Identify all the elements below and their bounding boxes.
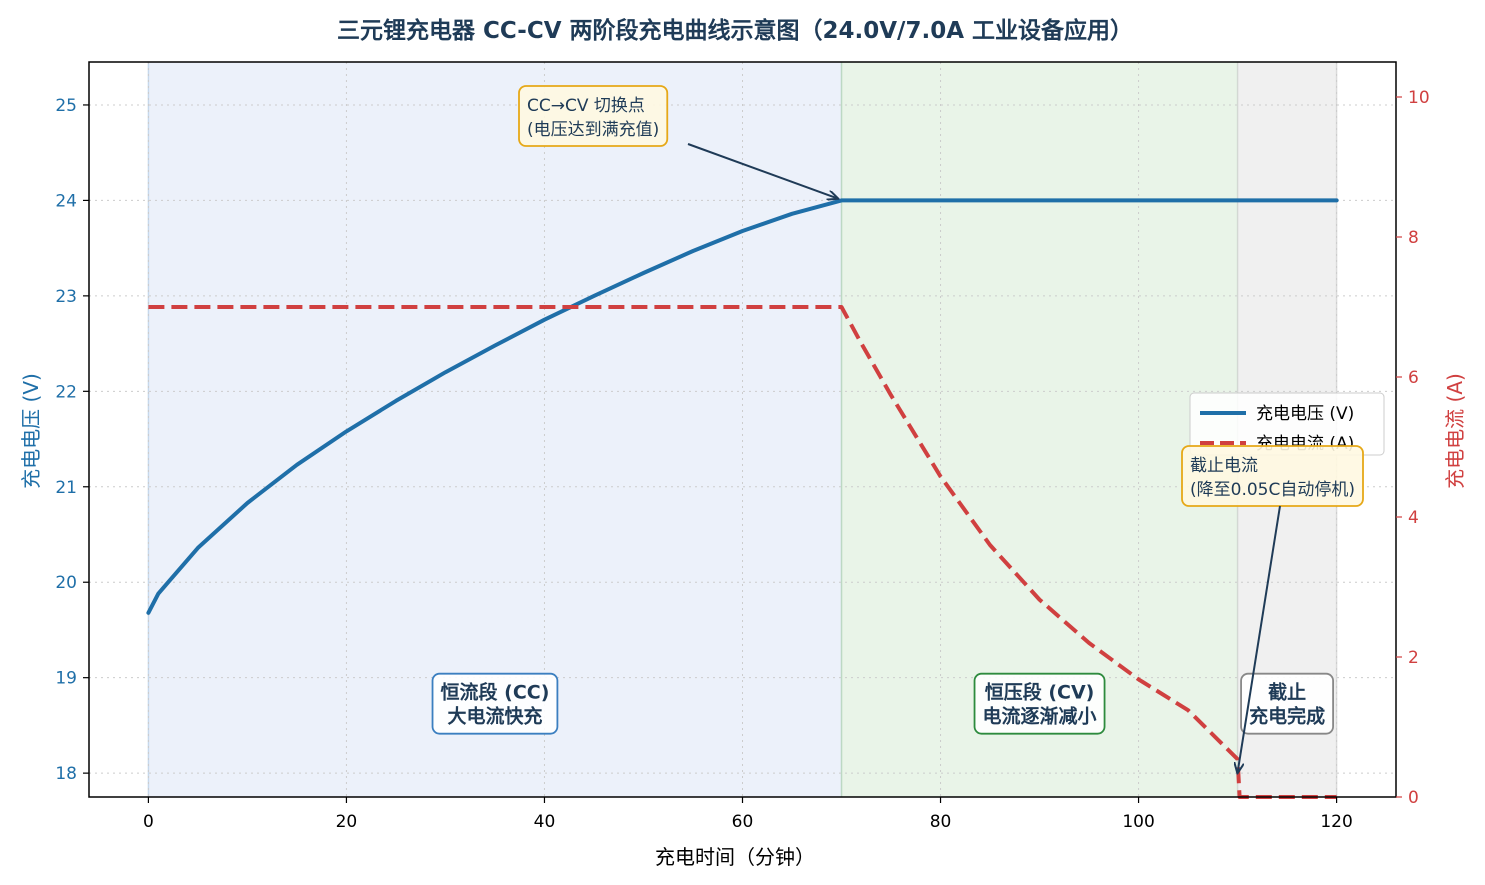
y-axis-right-label: 充电电流 (A) <box>1443 373 1467 489</box>
annotation-cutoff-line: (降至0.05C自动停机) <box>1190 480 1355 500</box>
y-right-tick-label: 6 <box>1408 368 1419 388</box>
x-tick-label: 60 <box>732 812 754 832</box>
annotation-cutoff-box <box>1181 445 1364 507</box>
x-axis-label: 充电时间（分钟） <box>655 845 815 869</box>
region-label-1-line: 电流逐渐减小 <box>983 705 1097 728</box>
annotation-cc-cv-line: (电压达到满充值) <box>527 120 659 140</box>
y-right-tick-label: 2 <box>1408 648 1419 668</box>
region-label-1-line: 恒压段 (CV) <box>985 681 1095 704</box>
annotation-cc-cv-line: CC→CV 切换点 <box>527 96 645 116</box>
x-tick-label: 100 <box>1122 812 1154 832</box>
annotation-cutoff-arrow <box>1238 505 1281 773</box>
series-line-current <box>148 305 1337 799</box>
y-left-tick-label: 19 <box>55 669 77 689</box>
chart-title: 三元锂充电器 CC-CV 两阶段充电曲线示意图（24.0V/7.0A 工业设备应… <box>337 17 1133 44</box>
region-label-0-line: 大电流快充 <box>447 705 542 728</box>
annotation-cutoff: 截止电流 (降至0.05C自动停机) <box>1181 445 1364 507</box>
y-left-tick-label: 24 <box>55 191 77 211</box>
annotation-cc-cv-arrow <box>687 143 838 198</box>
y-right-tick-label: 8 <box>1408 228 1419 248</box>
x-tick-label: 80 <box>930 812 952 832</box>
region-label-2-box <box>1240 672 1334 735</box>
y-left-tick-label: 18 <box>55 764 77 784</box>
y-axis-left-label: 充电电压 (V) <box>19 373 43 489</box>
region-label-1-box <box>973 672 1106 735</box>
x-tick-label: 0 <box>143 812 154 832</box>
x-tick-label: 20 <box>336 812 358 832</box>
y-left-tick-label: 23 <box>55 287 77 307</box>
region-label-1: 恒压段 (CV)电流逐渐减小 <box>973 672 1106 735</box>
annotation-cutoff-line: 截止电流 <box>1190 456 1258 476</box>
y-right-tick-label: 4 <box>1408 508 1419 528</box>
y-left-tick-label: 22 <box>55 382 77 402</box>
y-right-tick-label: 10 <box>1408 88 1430 108</box>
region-label-2-line: 充电完成 <box>1249 705 1325 728</box>
region-label-0-box <box>431 672 559 735</box>
annotation-cc-cv-box <box>518 85 669 147</box>
annotation-cc-cv: CC→CV 切换点 (电压达到满充值) <box>518 85 669 147</box>
y-left-tick-label: 20 <box>55 573 77 593</box>
region-label-2-line: 截止 <box>1268 681 1306 704</box>
region-label-0: 恒流段 (CC)大电流快充 <box>431 672 559 735</box>
y-right-tick-label: 0 <box>1408 788 1419 808</box>
region-label-0-line: 恒流段 (CC) <box>441 681 550 704</box>
x-tick-label: 40 <box>534 812 556 832</box>
x-tick-label: 120 <box>1320 812 1352 832</box>
y-left-tick-label: 21 <box>55 478 77 498</box>
y-left-tick-label: 25 <box>55 96 77 116</box>
legend-item: 充电电压 (V) <box>1256 404 1354 424</box>
